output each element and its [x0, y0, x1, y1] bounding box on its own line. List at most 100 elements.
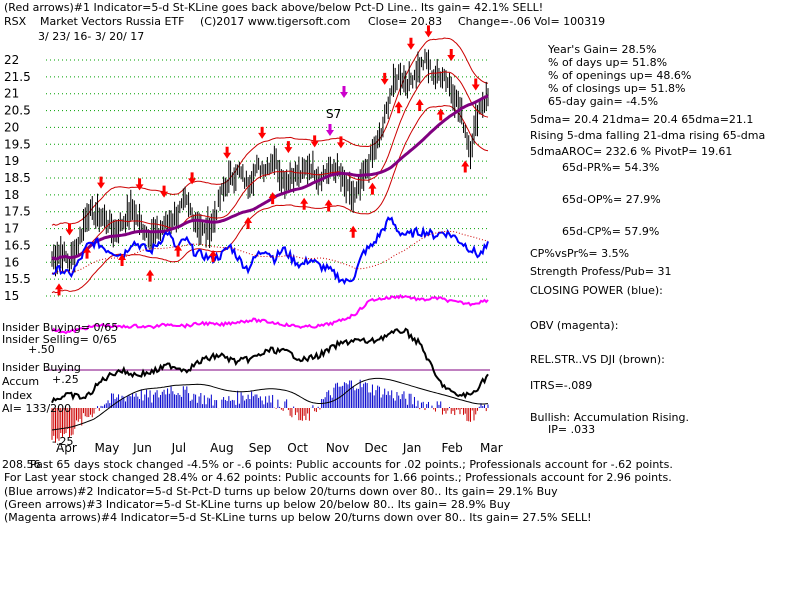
x-tick-label: Oct: [287, 441, 308, 455]
closing-power-line: [51, 216, 489, 286]
buy-arrow-up-icon: [244, 217, 253, 230]
axis-plus50: +.50: [28, 343, 55, 356]
header-signal-line: (Red arrows)#1 Indicator=5-d St-KLine go…: [4, 1, 544, 14]
y-tick-label: 22: [4, 53, 19, 67]
years-gain: Year's Gain= 28.5%: [548, 43, 657, 56]
sell-arrow-down-icon: [160, 185, 169, 198]
ticker-symbol: RSX: [4, 15, 27, 28]
sell-arrow-down-icon: [97, 176, 106, 189]
upper-band: [51, 37, 489, 226]
x-tick-label: Jun: [132, 441, 152, 455]
y-tick-label: 15: [4, 289, 19, 303]
sell-arrow-down-icon: [336, 136, 345, 149]
y-tick-label: 16: [4, 255, 19, 269]
x-tick-label: Aug: [210, 441, 233, 455]
buy-arrow-up-icon: [300, 197, 309, 210]
blue-arrows-legend: (Blue arrows)#2 Indicator=5-d St-Pct-D t…: [4, 485, 558, 498]
buy-arrow-up-icon: [83, 246, 92, 259]
change-value: Change=-.06: [458, 15, 531, 28]
gain-65day: 65-day gain= -4.5%: [548, 95, 659, 108]
sell-arrow-down-icon: [424, 25, 433, 38]
op-65d: 65d-OP%= 27.9%: [562, 193, 661, 206]
x-tick-labels: Apr May Jun Jul Aug Sep Oct Nov Dec Jan Feb Mar: [56, 441, 503, 455]
buy-arrow-up-icon: [394, 101, 403, 114]
accum-label: Accum: [2, 375, 40, 388]
bottom-line-65day: Past 65 days stock changed -4.5% or -.6 …: [30, 458, 673, 471]
x-tick-label: May: [95, 441, 120, 455]
buy-arrow-up-icon: [324, 199, 333, 212]
x-tick-label: Apr: [56, 441, 77, 455]
moving-averages: [51, 71, 489, 261]
source-credit: (C)2017 www.tigersoft.com: [200, 15, 351, 28]
pr-65d: 65d-PR%= 54.3%: [562, 161, 660, 174]
axis-minus25: -.25: [52, 435, 74, 448]
cp-vs-pr: CP%vsPr%= 3.5%: [530, 247, 630, 260]
sell-arrow-down-icon: [223, 146, 232, 159]
index-label: Index: [2, 389, 33, 402]
itrs-value: ITRS=-.089: [530, 379, 593, 392]
y-tick-label: 16.5: [4, 238, 31, 252]
y-tick-label: 15.5: [4, 272, 31, 286]
y-tick-label: 21: [4, 87, 19, 101]
buy-arrow-up-icon: [146, 269, 155, 282]
buy-arrow-up-icon: [436, 108, 445, 121]
relstr-path: [51, 327, 489, 404]
y-tick-label: 21.5: [4, 70, 31, 84]
y-tick-label: 19.5: [4, 137, 31, 151]
bottom-line-year: For Last year stock changed 28.4% or 4.6…: [4, 471, 672, 484]
insider-selling-count: Insider Selling= 0/65: [2, 333, 118, 346]
sell-arrow-down-icon: [447, 49, 456, 62]
sell-arrow-down-icon: [471, 78, 480, 91]
volume-value: Vol= 100319: [534, 15, 606, 28]
bottom-prefix-value: 208.56: [2, 458, 41, 471]
sell-arrow-down-icon: [284, 141, 293, 154]
green-arrows-legend: (Green arrows)#3 Indicator=5-d St-KLine …: [4, 498, 511, 511]
buy-arrow-up-icon: [415, 99, 424, 112]
x-tick-label: Feb: [441, 441, 462, 455]
x-tick-label: Jan: [402, 441, 422, 455]
y-tick-label: 18.5: [4, 171, 31, 185]
sell-arrow-down-icon: [310, 135, 319, 148]
obv-path: [51, 293, 489, 335]
x-tick-label: Nov: [326, 441, 349, 455]
pct-closings-up: % of closings up= 51.8%: [548, 82, 686, 95]
date-range: 3/ 23/ 16- 3/ 20/ 17: [38, 30, 145, 43]
dma-values: 5dma= 20.4 21dma= 20.4 65dma=21.1: [530, 113, 754, 126]
sell-arrow-down-icon: [380, 72, 389, 85]
relative-strength-line: [51, 327, 489, 404]
accum-ma: [51, 377, 489, 431]
sell-arrow-down-icon: [340, 86, 348, 98]
y-tick-label: 17: [4, 222, 19, 236]
buy-arrow-up-icon: [349, 225, 358, 238]
cp-65d: 65d-CP%= 57.9%: [562, 225, 660, 238]
buy-arrow-up-icon: [174, 244, 183, 257]
ai-value: AI= 133/200: [2, 402, 72, 415]
x-tick-label: Mar: [480, 441, 503, 455]
sell-arrow-down-icon: [406, 37, 415, 50]
buy-arrow-up-icon: [55, 283, 64, 296]
sell-arrow-down-icon: [65, 223, 74, 236]
x-tick-label: Dec: [364, 441, 387, 455]
y-tick-labels: 22 21.5 21 20.5 20 19.5 19 18.5 18 17.5 17 16.5 16 15…: [4, 53, 31, 303]
trend-summary: Rising 5-dma falling 21-dma rising 65-dm…: [530, 129, 766, 142]
strength-ratio: Strength Profess/Pub= 31: [530, 265, 672, 278]
closing-power-label: CLOSING POWER (blue):: [530, 284, 663, 297]
aroc-pivot: 5dmaAROC= 232.6 % PivotP= 19.61: [530, 145, 733, 158]
pct-openings-up: % of openings up= 48.6%: [548, 69, 692, 82]
pct-days-up: % of days up= 51.8%: [548, 56, 668, 69]
buy-arrow-up-icon: [461, 160, 470, 173]
ip-value: IP= .033: [548, 423, 596, 436]
x-tick-label: Jul: [171, 441, 186, 455]
price-gridlines: [46, 59, 490, 297]
y-tick-label: 20: [4, 120, 19, 134]
closing-power-ma: [51, 230, 489, 275]
obv-label: OBV (magenta):: [530, 319, 619, 332]
obv-line: [51, 293, 489, 335]
y-tick-label: 18: [4, 188, 19, 202]
buy-arrow-up-icon: [118, 253, 127, 266]
buy-arrow-up-icon: [368, 182, 377, 195]
ma65-line: [51, 94, 489, 261]
close-value: Close= 20.83: [368, 15, 443, 28]
signal-arrows: [55, 25, 480, 296]
